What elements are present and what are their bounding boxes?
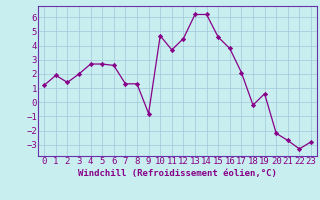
X-axis label: Windchill (Refroidissement éolien,°C): Windchill (Refroidissement éolien,°C) [78, 169, 277, 178]
